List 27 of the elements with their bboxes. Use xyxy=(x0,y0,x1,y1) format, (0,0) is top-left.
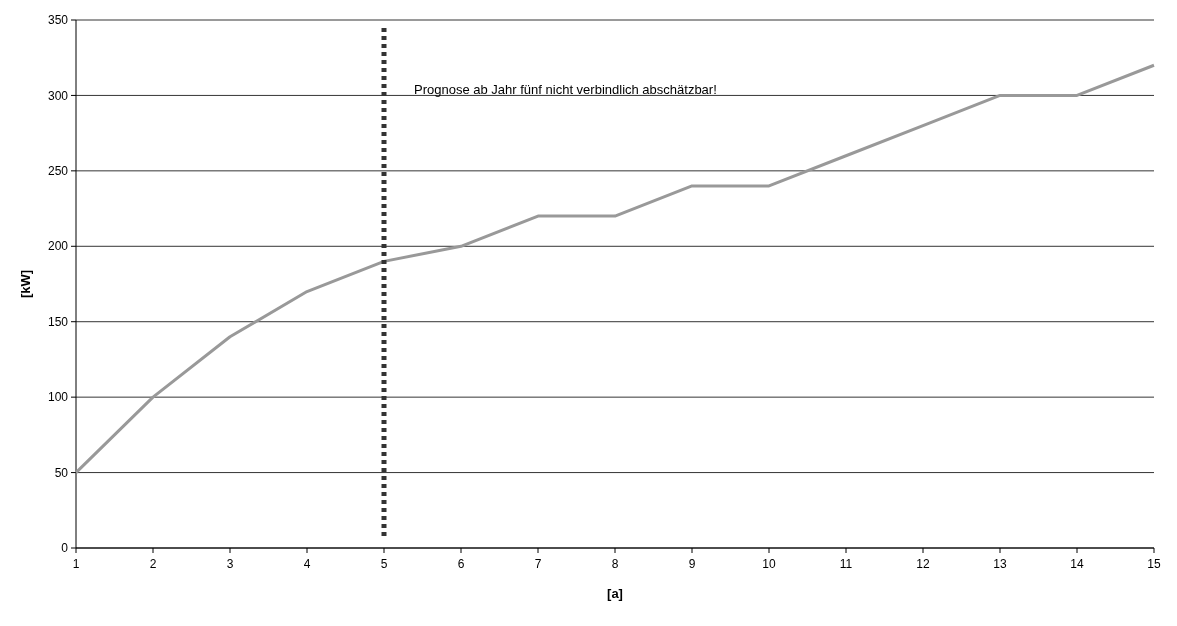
y-tick-label: 0 xyxy=(61,541,69,556)
ref-line-label: Prognose ab Jahr fünf nicht verbindlich abschätzbar! xyxy=(414,82,717,97)
y-tick-label: 350 xyxy=(47,13,69,28)
y-tick-label: 100 xyxy=(47,390,69,405)
x-tick-label: 5 xyxy=(380,557,388,571)
x-tick-label: 1 xyxy=(72,557,80,571)
x-tick-label: 15 xyxy=(1147,557,1161,571)
y-tick-label: 250 xyxy=(47,164,69,179)
x-axis-title: [a] xyxy=(607,586,623,601)
x-tick-label: 11 xyxy=(839,557,853,571)
x-tick-label: 10 xyxy=(762,557,776,571)
line-series xyxy=(74,63,1156,475)
x-tick-label: 6 xyxy=(457,557,465,571)
x-tick-label: 13 xyxy=(993,557,1007,571)
y-tick-label: 300 xyxy=(47,88,69,103)
x-tick-label: 2 xyxy=(149,557,157,571)
x-tick-label: 3 xyxy=(226,557,234,571)
x-tick-label: 14 xyxy=(1070,557,1084,571)
x-tick-label: 12 xyxy=(916,557,930,571)
x-tick-label: 4 xyxy=(303,557,311,571)
x-tick-label: 9 xyxy=(688,557,696,571)
y-tick-label: 200 xyxy=(47,239,69,254)
x-tick-label: 7 xyxy=(534,557,542,571)
y-tick-label: 50 xyxy=(54,465,69,480)
x-tick-label: 8 xyxy=(611,557,619,571)
y-tick-label: 150 xyxy=(47,314,69,329)
y-axis-title: [kW] xyxy=(18,269,33,299)
